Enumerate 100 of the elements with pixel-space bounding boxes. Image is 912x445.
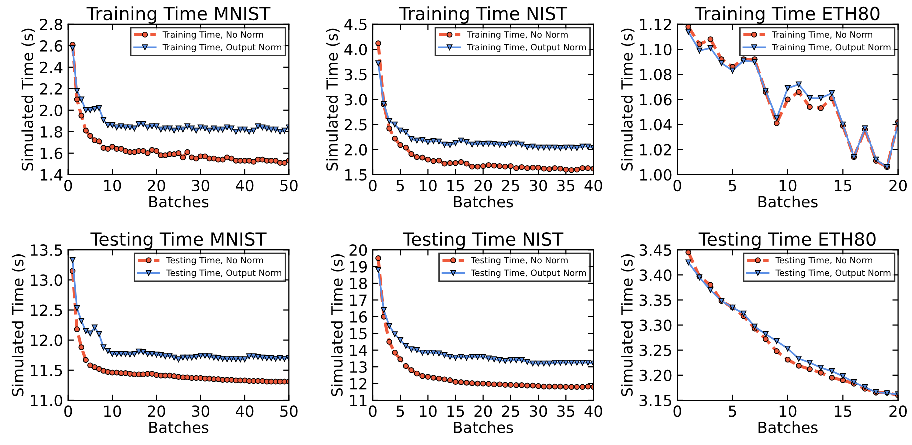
x-tick-label: 25 — [502, 406, 520, 418]
legend-label: Testing Time, No Norm — [166, 256, 264, 266]
x-tick-label: 0 — [64, 406, 72, 418]
chart-title: Testing Time ETH80 — [698, 232, 876, 250]
y-tick-label: 3.30 — [640, 320, 672, 332]
x-tick-label: 5 — [396, 406, 404, 418]
x-tick-label: 40 — [236, 406, 254, 418]
x-tick-label: 40 — [584, 180, 602, 192]
chart-title: Testing Time MNIST — [90, 232, 267, 250]
x-tick-label: 20 — [474, 406, 492, 418]
x-tick-label: 40 — [236, 180, 254, 192]
x-tick-label: 0 — [369, 406, 377, 418]
y-tick-label: 2.0 — [40, 104, 63, 116]
x-tick-label: 10 — [104, 406, 122, 418]
y-tick-label: 3.40 — [640, 270, 672, 282]
y-tick-label: 2.0 — [344, 144, 368, 156]
y-tick-label: 3.35 — [640, 294, 672, 306]
y-axis-title: Simulated Time (s) — [331, 254, 345, 396]
x-tick-label: 35 — [558, 406, 575, 418]
y-tick-label: 13.5 — [31, 244, 62, 256]
x-tick-label: 15 — [448, 406, 464, 418]
y-tick-label: 11.5 — [31, 365, 62, 376]
chart-title: Training Time MNIST — [86, 6, 271, 24]
y-tick-label: 2.2 — [40, 83, 62, 95]
x-tick-label: 0 — [64, 180, 72, 192]
x-tick-label: 0 — [369, 180, 377, 192]
y-axis-title: Simulated Time (s) — [326, 28, 340, 171]
x-tick-label: 10 — [420, 406, 437, 418]
x-axis-title: Batches — [758, 422, 818, 434]
y-tick-label: 3.20 — [640, 370, 672, 382]
y-tick-label: 1.12 — [640, 18, 672, 30]
y-tick-label: 3.25 — [640, 344, 672, 356]
y-tick-label: 15 — [350, 328, 367, 340]
y-tick-label: 17 — [350, 294, 367, 306]
x-tick-label: 10 — [780, 180, 797, 192]
y-tick-label: 20 — [350, 244, 368, 256]
x-tick-label: 10 — [420, 180, 437, 192]
x-tick-label: 30 — [192, 406, 210, 418]
x-tick-label: 50 — [280, 406, 298, 418]
y-tick-label: 3.15 — [640, 394, 672, 407]
y-tick-label: 14 — [350, 345, 368, 356]
y-tick-label: 12.5 — [31, 304, 62, 316]
y-tick-label: 19 — [350, 261, 368, 273]
y-tick-label: 11.0 — [31, 394, 63, 407]
x-tick-label: 30 — [192, 180, 210, 192]
x-axis-title: Batches — [150, 196, 209, 208]
legend-label: Testing Time, No Norm — [471, 256, 568, 266]
y-tick-label: 18 — [350, 278, 368, 290]
y-axis-title: Simulated Time (s) — [621, 254, 635, 396]
y-tick-label: 13.0 — [31, 274, 63, 286]
y-tick-label: 3.45 — [640, 244, 672, 256]
y-tick-label: 2.6 — [40, 40, 63, 52]
y-axis-title: Simulated Time (s) — [621, 28, 635, 171]
x-tick-label: 0 — [674, 180, 682, 192]
y-tick-label: 11 — [350, 395, 367, 406]
chart-title: Training Time ETH80 — [694, 6, 880, 24]
y-tick-label: 1.10 — [640, 44, 672, 56]
x-tick-label: 0 — [674, 406, 682, 418]
y-axis-title: Simulated Time (s) — [22, 28, 36, 171]
x-tick-label: 20 — [890, 406, 908, 418]
y-tick-label: 12 — [350, 378, 367, 390]
y-tick-label: 12.0 — [31, 334, 63, 346]
x-tick-label: 35 — [558, 180, 575, 192]
x-tick-label: 15 — [835, 180, 852, 192]
y-tick-label: 1.8 — [40, 126, 62, 138]
y-tick-label: 1.08 — [640, 69, 672, 81]
y-axis-title: Simulated Time (s) — [12, 254, 26, 396]
legend-label: Training Time, Output Norm — [467, 44, 586, 52]
x-tick-label: 5 — [396, 180, 404, 192]
y-tick-label: 1.4 — [40, 170, 63, 181]
x-tick-label: 5 — [729, 406, 736, 418]
y-tick-label: 3.5 — [345, 69, 367, 81]
y-tick-label: 16 — [350, 311, 368, 323]
legend-label: Testing Time, Output Norm — [471, 270, 586, 278]
y-tick-label: 1.06 — [640, 94, 672, 106]
legend-label: Testing Time, No Norm — [776, 256, 872, 266]
x-tick-label: 15 — [448, 180, 464, 192]
y-tick-label: 1.04 — [640, 119, 672, 131]
legend-label: Training Time, No Norm — [467, 31, 568, 40]
chart-title: Testing Time NIST — [403, 232, 564, 250]
legend-label: Testing Time, Output Norm — [776, 270, 891, 278]
x-tick-label: 10 — [104, 180, 122, 192]
y-tick-label: 1.6 — [40, 148, 63, 160]
legend-label: Training Time, Output Norm — [162, 44, 282, 52]
x-axis-title: Batches — [758, 196, 818, 208]
x-tick-label: 20 — [474, 180, 492, 192]
y-tick-label: 2.5 — [344, 119, 367, 131]
x-axis-title: Batches — [454, 196, 514, 208]
x-tick-label: 30 — [530, 180, 548, 192]
y-tick-label: 1.02 — [640, 144, 672, 156]
x-axis-title: Batches — [150, 422, 209, 434]
y-tick-label: 1.5 — [346, 170, 367, 181]
chart-title: Training Time NIST — [399, 6, 568, 24]
y-tick-label: 2.4 — [40, 62, 63, 74]
x-axis-title: Batches — [454, 422, 514, 434]
legend-label: Training Time, Output Norm — [772, 44, 891, 52]
x-tick-label: 15 — [835, 406, 852, 418]
x-tick-label: 5 — [729, 180, 736, 192]
y-tick-label: 4.0 — [344, 44, 368, 56]
legend-label: Training Time, No Norm — [162, 31, 264, 40]
